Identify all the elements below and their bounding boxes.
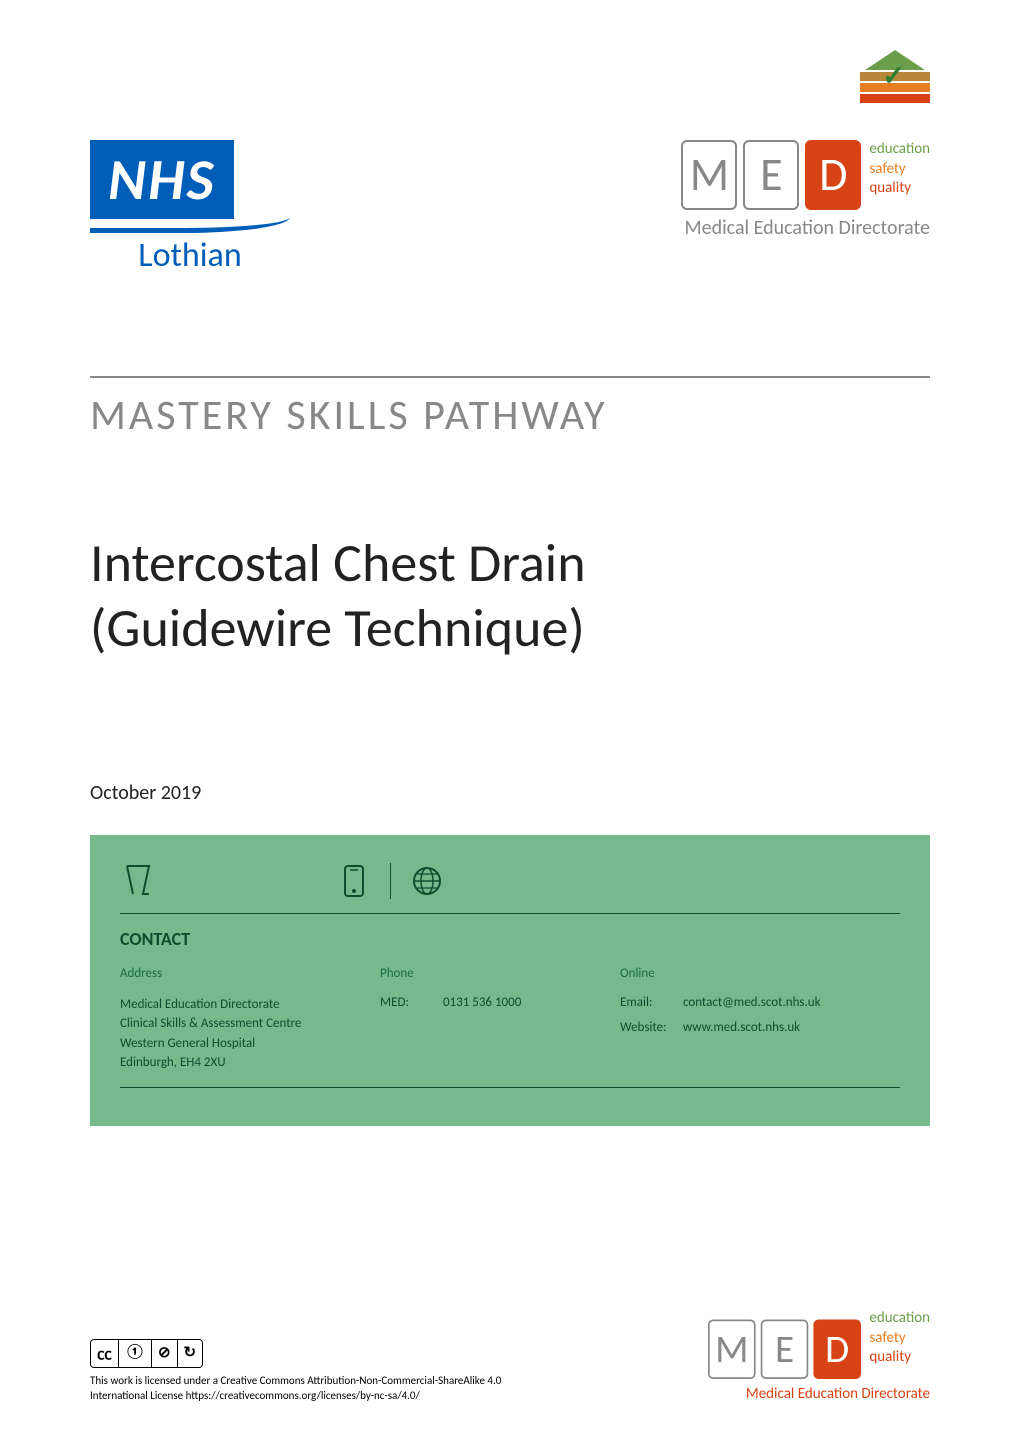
email-label: Email: bbox=[620, 995, 680, 1010]
document-title: Intercostal Chest Drain (Guidewire Techn… bbox=[90, 531, 930, 661]
med-tag-education-footer: education bbox=[869, 1309, 930, 1329]
document-date: October 2019 bbox=[90, 781, 930, 805]
cc-text-line2: International License https://creativeco… bbox=[90, 1389, 420, 1402]
phone-block: MED: 0131 536 1000 bbox=[380, 995, 600, 1073]
phone-value: 0131 536 1000 bbox=[443, 995, 521, 1010]
med-letter-e: E bbox=[743, 140, 799, 210]
med-letter-e-footer: E bbox=[761, 1320, 809, 1380]
globe-icon bbox=[409, 863, 445, 899]
med-letter-m: M bbox=[681, 140, 737, 210]
header-logos: NHS Lothian M E D education safety quali… bbox=[90, 140, 930, 276]
by-icon: ① bbox=[119, 1340, 152, 1367]
online-block: Email: contact@med.scot.nhs.uk Website: … bbox=[620, 995, 900, 1073]
med-tags: education safety quality bbox=[869, 140, 930, 199]
nhs-box: NHS bbox=[90, 140, 234, 219]
contact-grid: Address Phone Online Medical Education D… bbox=[120, 966, 900, 1073]
phone-header: Phone bbox=[380, 966, 600, 981]
cc-block: ㏄ ① ⊘ ↻ This work is licensed under a Cr… bbox=[90, 1339, 501, 1403]
cc-icon: ㏄ bbox=[91, 1340, 119, 1367]
cc-license-text: This work is licensed under a Creative C… bbox=[90, 1374, 501, 1403]
map-marker-icon bbox=[120, 863, 156, 899]
med-letters-footer: M E D bbox=[708, 1320, 861, 1380]
med-subtitle: Medical Education Directorate bbox=[530, 216, 930, 240]
med-letter-d: D bbox=[805, 140, 861, 210]
med-logo-footer: M E D education safety quality Medical E… bbox=[681, 1309, 930, 1403]
med-tag-safety: safety bbox=[869, 160, 930, 180]
website-label: Website: bbox=[620, 1020, 680, 1035]
contact-card: CONTACT Address Phone Online Medical Edu… bbox=[90, 835, 930, 1126]
online-header: Online bbox=[620, 966, 900, 981]
address-line-2: Clinical Skills & Assessment Centre bbox=[120, 1014, 360, 1034]
address-line-1: Medical Education Directorate bbox=[120, 995, 360, 1015]
check-icon: ✓ bbox=[882, 58, 905, 93]
med-tag-safety-footer: safety bbox=[869, 1329, 930, 1349]
email-value: contact@med.scot.nhs.uk bbox=[683, 995, 821, 1010]
phone-icon bbox=[336, 863, 372, 899]
med-tag-education: education bbox=[869, 140, 930, 160]
cc-badge: ㏄ ① ⊘ ↻ bbox=[90, 1339, 203, 1368]
pathway-title: MASTERY SKILLS PATHWAY bbox=[90, 390, 930, 441]
footer: ㏄ ① ⊘ ↻ This work is licensed under a Cr… bbox=[90, 1309, 930, 1403]
doc-title-line1: Intercostal Chest Drain bbox=[90, 530, 586, 596]
med-tag-quality-footer: quality bbox=[869, 1348, 930, 1368]
contact-rule-1 bbox=[120, 913, 900, 914]
nhs-region: Lothian bbox=[90, 235, 290, 276]
address-line-4: Edinburgh, EH4 2XU bbox=[120, 1053, 360, 1073]
nhs-logo: NHS Lothian bbox=[90, 140, 290, 276]
cc-text-line1: This work is licensed under a Creative C… bbox=[90, 1374, 501, 1387]
sa-icon: ↻ bbox=[178, 1340, 203, 1367]
icon-separator bbox=[390, 863, 391, 899]
address-block: Medical Education Directorate Clinical S… bbox=[120, 995, 360, 1073]
address-line-3: Western General Hospital bbox=[120, 1034, 360, 1054]
med-letter-d-footer: D bbox=[814, 1320, 862, 1380]
nc-icon: ⊘ bbox=[152, 1340, 178, 1367]
med-letters: M E D bbox=[681, 140, 861, 210]
med-logo-header: M E D education safety quality Medical E… bbox=[530, 140, 930, 240]
med-tags-footer: education safety quality bbox=[869, 1309, 930, 1368]
address-header: Address bbox=[120, 966, 360, 981]
contact-icons bbox=[120, 863, 900, 899]
website-value: www.med.scot.nhs.uk bbox=[683, 1020, 800, 1035]
med-subtitle-footer: Medical Education Directorate bbox=[681, 1385, 930, 1403]
med-letter-m-footer: M bbox=[708, 1320, 756, 1380]
phone-label: MED: bbox=[380, 995, 440, 1010]
med-tag-quality: quality bbox=[869, 179, 930, 199]
mastery-logo: ✓ bbox=[860, 50, 930, 105]
contact-rule-2 bbox=[120, 1087, 900, 1088]
rule-top bbox=[90, 376, 930, 378]
nhs-swoosh bbox=[90, 217, 290, 233]
doc-title-line2: (Guidewire Technique) bbox=[90, 595, 585, 661]
contact-heading: CONTACT bbox=[120, 928, 900, 950]
